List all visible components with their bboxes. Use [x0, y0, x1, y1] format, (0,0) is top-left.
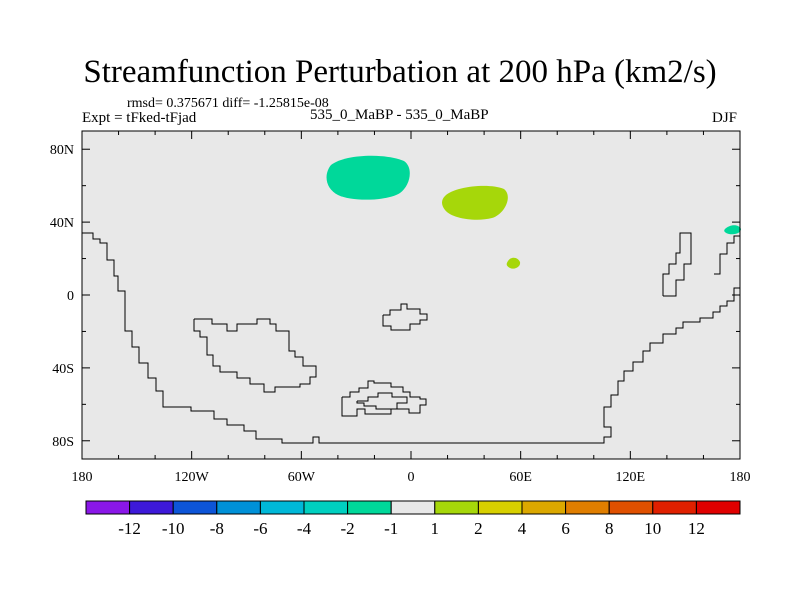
- lon-tick-labels: 180 120W 60W 0 60E 120E 180: [72, 470, 751, 485]
- colorbar-swatch: [129, 500, 174, 515]
- colorbar-label: -1: [384, 519, 398, 538]
- coastline-africa: [193, 318, 317, 393]
- colorbar-swatch: [172, 500, 218, 515]
- coastline-americas: [82, 232, 740, 444]
- lon-tick-label: 60E: [509, 470, 532, 485]
- colorbar-label: 4: [518, 519, 527, 538]
- season-label: DJF: [712, 110, 738, 126]
- map-tick-marks: [81, 131, 741, 459]
- map-panel: 180 120W 60W 0 60E 120E 180 80N 40N 0 40S 80S: [50, 130, 751, 485]
- colorbar-swatch: [303, 500, 349, 515]
- anomaly-blob-europe: [326, 155, 410, 200]
- colorbar-swatch: [477, 500, 523, 515]
- plot-title: Streamfunction Perturbation at 200 hPa (…: [83, 54, 717, 90]
- lat-tick-labels: 80N 40N 0 40S 80S: [50, 143, 74, 450]
- coastline-australia: [382, 303, 428, 331]
- lon-tick-label: 120W: [175, 470, 210, 485]
- coastline-asia-peninsula: [662, 232, 692, 297]
- colorbar-swatch: [390, 500, 436, 515]
- lon-tick-label: 180: [72, 470, 93, 485]
- colorbar-label: -12: [118, 519, 141, 538]
- colorbar-label: -2: [341, 519, 355, 538]
- colorbar-swatch: [434, 500, 479, 515]
- coastline-antarctic-islands: [341, 380, 427, 417]
- colorbar-label: -6: [253, 519, 267, 538]
- colorbar-label: -8: [210, 519, 224, 538]
- lon-tick-label: 180: [730, 470, 751, 485]
- colorbar-label: 8: [605, 519, 614, 538]
- colorbar-label: -10: [162, 519, 185, 538]
- anomaly-blob-pacific: [724, 225, 741, 235]
- colorbar-label: -4: [297, 519, 312, 538]
- colorbar-swatch: [521, 500, 567, 515]
- colorbar-label: 10: [644, 519, 661, 538]
- colorbar-swatch: [695, 500, 741, 515]
- colorbar-swatch: [347, 500, 392, 515]
- lat-tick-label: 0: [67, 289, 74, 304]
- coastline-antarctic-inner: [356, 392, 408, 410]
- colorbar-label: 6: [561, 519, 570, 538]
- colorbar-swatch: [565, 500, 610, 515]
- colorbar-label: 2: [474, 519, 483, 538]
- lat-tick-label: 40S: [52, 362, 74, 377]
- anomaly-blob-asia: [442, 185, 508, 220]
- coastline-pacific-island: [714, 235, 740, 275]
- lon-tick-label: 0: [408, 470, 415, 485]
- colorbar: [85, 500, 741, 515]
- colorbar-swatch: [652, 500, 697, 515]
- lat-tick-label: 40N: [50, 216, 74, 231]
- colorbar-swatch: [85, 500, 131, 515]
- map-background: [82, 131, 740, 459]
- experiment-label: Expt = tFked-tFjad: [82, 110, 197, 126]
- case-label: 535_0_MaBP - 535_0_MaBP: [310, 107, 489, 123]
- colorbar-swatch: [608, 500, 654, 515]
- colorbar-labels: -12 -10 -8 -6 -4 -2 -1 1 2 4 6 8 10 12: [118, 519, 705, 538]
- colorbar-swatch: [259, 500, 305, 515]
- coastlines: [82, 232, 740, 444]
- anomaly-blob-arabian: [506, 257, 521, 269]
- lat-tick-label: 80N: [50, 143, 74, 158]
- colorbar-label: 12: [688, 519, 705, 538]
- colorbar-swatch: [216, 500, 261, 515]
- lon-tick-label: 120E: [616, 470, 646, 485]
- lat-tick-label: 80S: [52, 435, 74, 450]
- stats-line: rmsd= 0.375671 diff= -1.25815e-08: [127, 96, 329, 111]
- colorbar-label: 1: [431, 519, 440, 538]
- lon-tick-label: 60W: [288, 470, 316, 485]
